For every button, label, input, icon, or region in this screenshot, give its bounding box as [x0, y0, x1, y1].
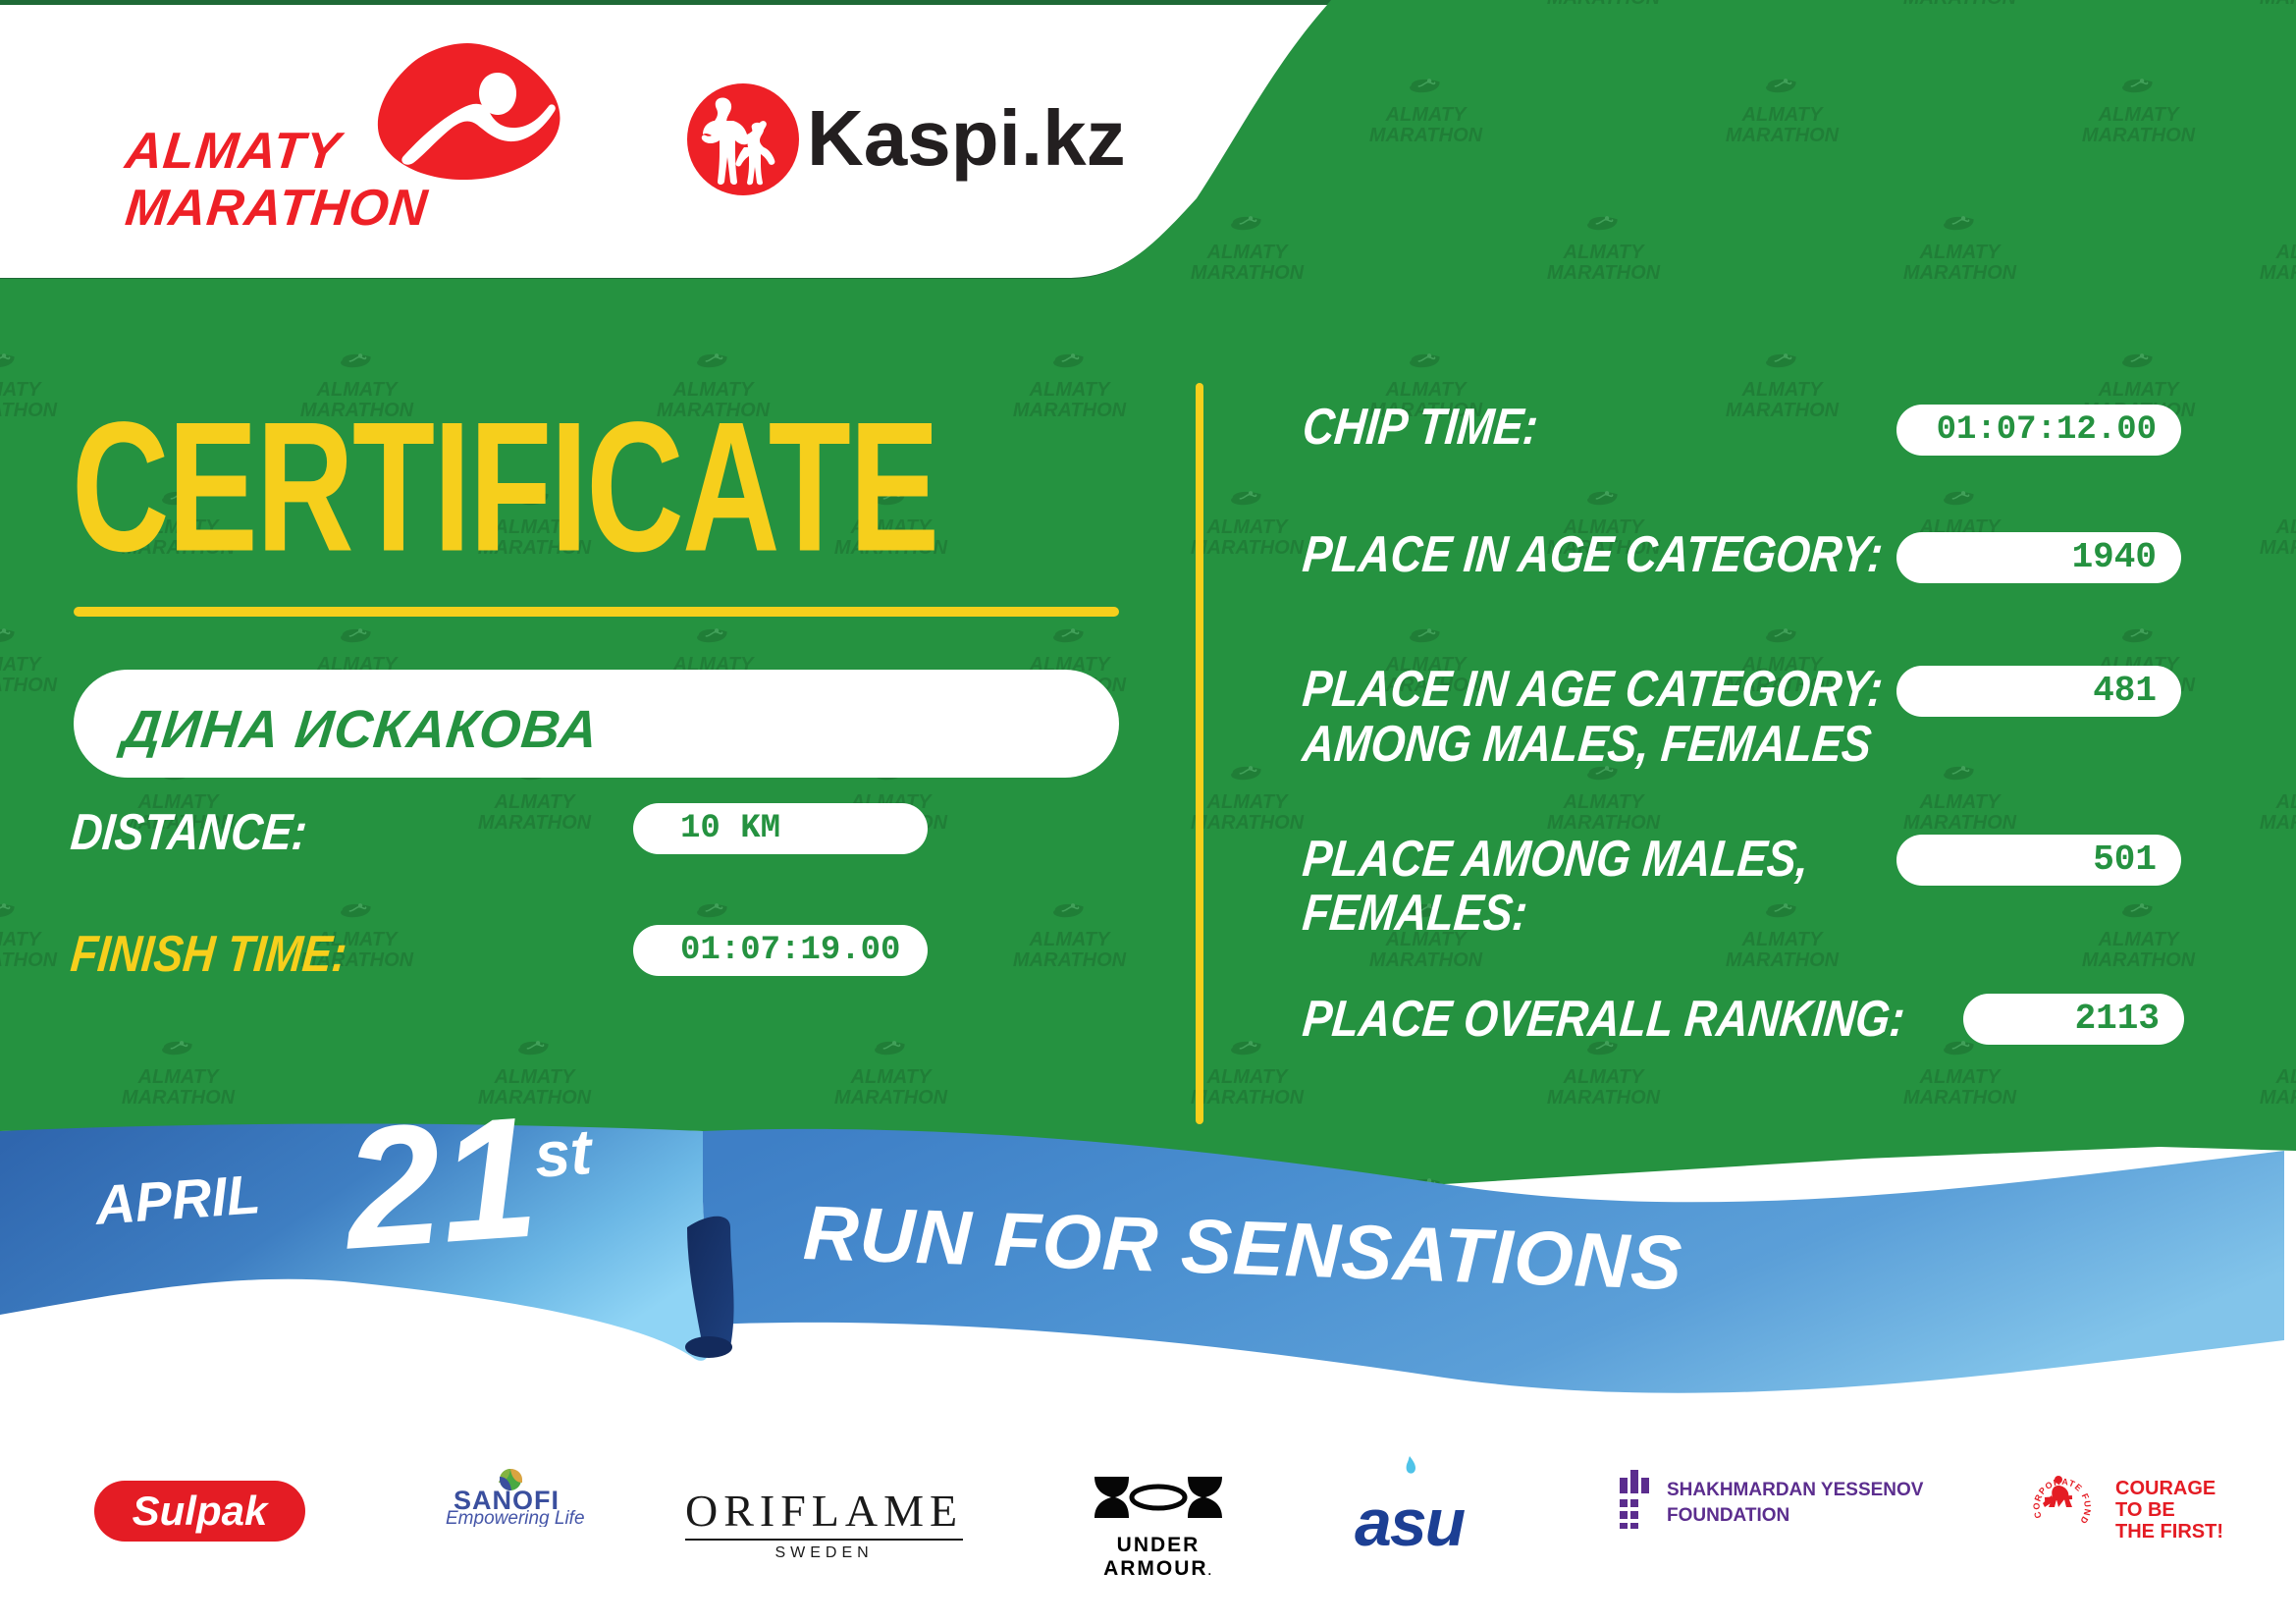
- svg-text:COURAGE: COURAGE: [2115, 1478, 2216, 1499]
- svg-text:Empowering Life: Empowering Life: [446, 1508, 585, 1527]
- svg-text:THE FIRST!: THE FIRST!: [2115, 1521, 2223, 1543]
- svg-text:TO BE: TO BE: [2115, 1499, 2175, 1521]
